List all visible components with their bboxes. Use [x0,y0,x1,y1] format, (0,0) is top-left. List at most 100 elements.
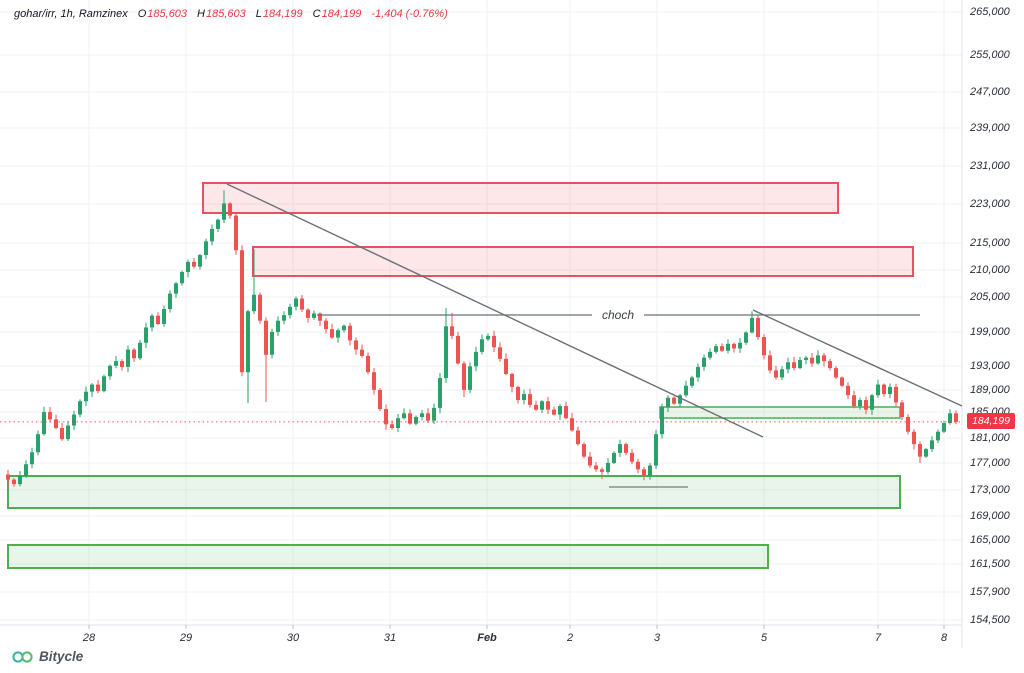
candle [654,434,658,466]
candle [756,317,760,338]
candle [792,362,796,369]
candle [378,389,382,410]
candle [918,444,922,457]
candle [840,377,844,386]
price-tick-label: 247,000 [970,86,1010,98]
demand-zone-2[interactable] [7,544,769,569]
price-tick-label: 215,000 [970,237,1010,249]
candle [810,357,814,364]
candle [306,309,310,318]
candle [84,391,88,402]
candle [294,298,298,307]
candle [936,431,940,441]
candle [462,363,466,390]
price-axis[interactable]: 265,000 255,000 247,000 239,000 231,000 223,0… [962,0,1024,648]
candle [168,293,172,310]
candle [174,283,178,294]
candle [18,475,22,485]
price-tick-label: 205,000 [970,291,1010,303]
candle [726,343,730,351]
last-price-badge: 184,199 [967,413,1015,429]
candle [336,330,340,338]
candle [882,384,886,395]
time-tick-label: 29 [179,632,193,644]
price-tick-label: 173,000 [970,484,1010,496]
candle [690,377,694,386]
candle [132,349,136,359]
candle [426,413,430,421]
candle [570,418,574,431]
candle [66,425,70,440]
candle [600,469,604,472]
candle [216,219,220,229]
candle [684,385,688,396]
candle [210,228,214,242]
candle [618,444,622,453]
candle [60,427,64,440]
candle [630,452,634,462]
candle [912,431,916,445]
candle [96,384,100,392]
candle [282,315,286,321]
candle [828,361,832,369]
ohlc-high: H185,603 [197,8,246,20]
price-tick-label: 161,500 [970,558,1010,570]
candle [486,335,490,340]
supply-zone-2[interactable] [252,246,914,277]
candle [246,311,250,373]
candle [456,335,460,364]
candle [264,320,268,355]
supply-zone-1[interactable] [202,182,839,214]
candle [888,386,892,395]
candle [720,346,724,351]
candle [702,357,706,367]
time-tick-label: 7 [874,632,882,644]
candle [138,342,142,359]
price-tick-label: 193,000 [970,360,1010,372]
candle [894,386,898,403]
descending-trendline-2[interactable] [752,309,963,407]
candle [252,294,256,312]
candle [480,339,484,352]
candle [78,401,82,415]
candle [708,351,712,358]
demand-zone-1[interactable] [7,475,901,509]
supply-demand-zones [7,182,914,569]
candle [30,452,34,465]
price-tick-label: 157,900 [970,586,1010,598]
symbol-title[interactable]: gohar/irr, 1h, Ramzinex [14,8,128,20]
candle [12,479,16,485]
time-tick-label: 8 [940,632,948,644]
candle [258,294,262,321]
candle [642,469,646,476]
candle [162,309,166,325]
descending-trendline-1[interactable] [226,183,764,438]
ohlc-open: O185,603 [137,8,188,20]
candle [744,332,748,343]
candle [528,394,532,405]
choch-label[interactable]: choch [591,308,645,322]
candle [360,349,364,356]
price-tick-label: 165,000 [970,534,1010,546]
time-tick-label: 5 [760,632,768,644]
time-axis[interactable]: 28 29 30 31 Feb 2 3 5 7 8 [0,625,962,649]
candle [366,355,370,373]
candle [204,241,208,255]
price-tick-label: 189,000 [970,384,1010,396]
candle [750,317,754,333]
bitycle-logo[interactable]: Bitycle [12,649,83,664]
candle [900,402,904,417]
candle [372,372,376,390]
candle [906,416,910,432]
ohlc-close: C184,199 [312,8,362,20]
candle [612,452,616,463]
candle [606,462,610,472]
candle [444,326,448,379]
candle [624,444,628,453]
bitycle-label: Bitycle [39,649,84,664]
candle [270,331,274,355]
candle [594,465,598,470]
price-tick-label: 231,000 [970,160,1010,172]
